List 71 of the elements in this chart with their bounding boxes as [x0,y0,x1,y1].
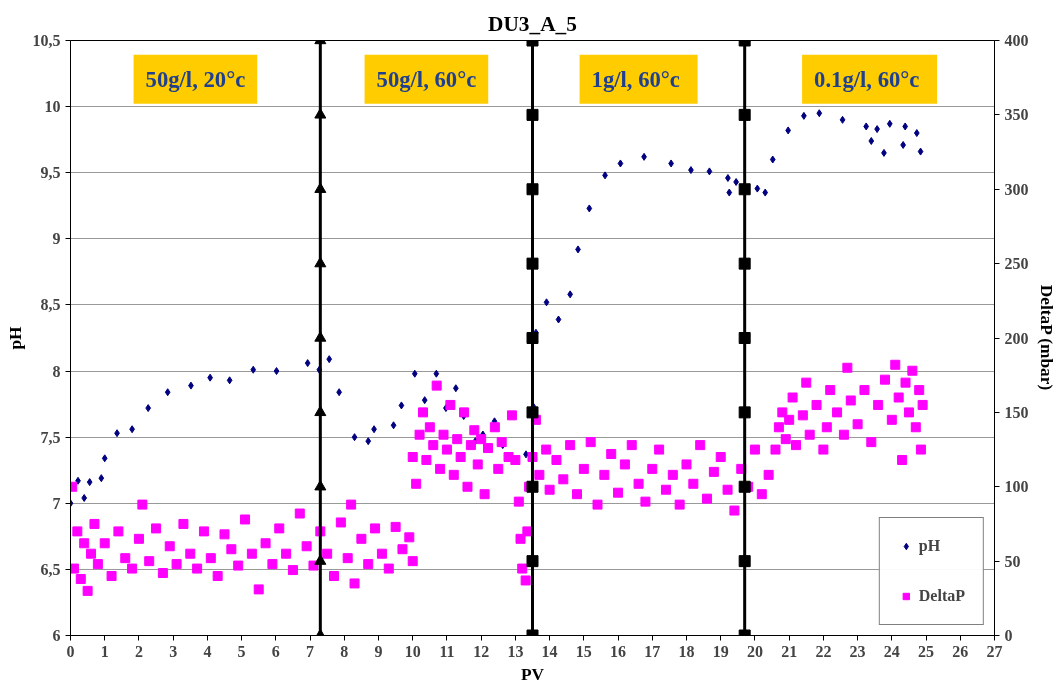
x-tick-label: 17 [644,642,661,660]
x-tick-label: 26 [952,642,969,660]
y2-tick-label: 50 [1004,552,1021,570]
point [526,332,539,344]
x-tick-label: 8 [340,642,349,660]
point [526,257,539,270]
x-tick-label: 1 [100,642,109,660]
x-tick-label: 7 [306,642,315,660]
y-tick-label: 10 [44,98,61,116]
point [738,332,751,344]
y-tick-label: 6,5 [40,560,61,578]
y-tick-label: 9,5 [40,164,61,182]
y2-tick-label: 200 [1004,329,1029,347]
x-tick-label: 16 [610,642,627,660]
x-tick-label: 12 [473,642,490,660]
annotation: 50g/l, 20°c [145,66,246,92]
x-tick-label: 0 [66,642,75,660]
y-axis-title: pH [5,325,25,350]
x-tick-label: 15 [575,642,592,660]
y-tick-label: 9 [52,230,61,248]
legend-label: pH [918,537,941,555]
legend-label: DeltaP [918,587,965,605]
x-tick-label: 19 [712,642,729,660]
y2-tick-label: 300 [1004,180,1029,198]
y2-tick-label: 150 [1004,403,1029,421]
point [738,480,751,493]
point [738,183,751,196]
point [314,554,327,565]
x-tick-label: 9 [374,642,383,660]
chart-title: DU3_A_5 [488,11,577,36]
x-tick-label: 3 [169,642,178,660]
point [526,183,539,196]
point [314,331,327,342]
y-tick-label: 6 [52,627,61,644]
annotation: 50g/l, 60°c [376,66,477,92]
point [738,406,751,419]
x-tick-label: 23 [849,642,866,660]
y-tick-label: 7 [52,494,61,512]
point [738,108,751,121]
x-tick-label: 13 [507,642,524,660]
point [738,257,751,270]
x-tick-label: 24 [883,642,900,660]
x-tick-label: 2 [134,642,143,660]
y-tick-label: 8,5 [40,296,61,314]
x-tick-label: 20 [746,642,763,660]
y2-tick-label: 400 [1004,32,1029,49]
y-tick-label: 7,5 [40,428,61,446]
x-tick-label: 6 [271,642,280,660]
x-tick-label: 27 [986,642,1003,660]
y-tick-label: 10,5 [32,32,61,49]
x-tick-label: 25 [918,642,935,660]
y2-axis-title: DeltaP (mbar) [1036,284,1056,391]
y2-tick-label: 350 [1004,106,1029,124]
y2-tick-label: 100 [1004,478,1029,496]
x-tick-label: 5 [237,642,246,660]
x-tick-label: 21 [781,642,798,660]
annotation: 1g/l, 60°c [591,66,680,92]
point [526,406,539,419]
y2-tick-label: 0 [1004,627,1013,644]
x-axis-title: PV [520,664,545,684]
point [526,480,539,493]
x-tick-label: 22 [815,642,832,660]
x-tick-label: 10 [404,642,421,660]
y-tick-label: 8 [52,362,61,380]
annotation: 0.1g/l, 60°c [814,66,920,92]
x-tick-label: 11 [439,642,455,660]
x-tick-label: 14 [541,642,558,660]
x-tick-label: 18 [678,642,695,660]
y2-tick-label: 250 [1004,255,1029,273]
point [526,108,539,121]
x-tick-label: 4 [203,642,212,660]
